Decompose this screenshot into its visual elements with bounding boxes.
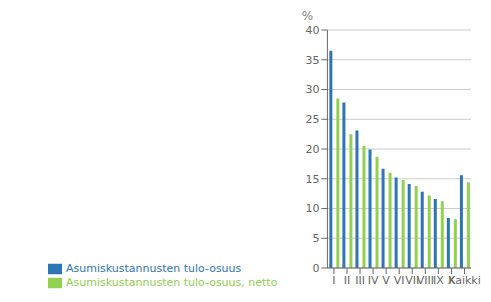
- svg-text:%: %: [302, 9, 313, 23]
- html-text:Asumiskustannusten tulo-osuus: Asumiskustannusten tulo-osuus: [66, 262, 242, 275]
- svg-text:15: 15: [305, 173, 319, 186]
- svg-text:IX: IX: [433, 274, 444, 287]
- svg-text:II: II: [344, 274, 351, 287]
- svg-text:10: 10: [305, 202, 319, 215]
- svg-text:III: III: [355, 274, 365, 287]
- svg-text:5: 5: [312, 232, 319, 245]
- svg-text:40: 40: [305, 24, 319, 37]
- svg-text:30: 30: [305, 83, 319, 96]
- svg-text:VI: VI: [394, 274, 405, 287]
- html-text:Asumiskustannusten tulo-osuus,: Asumiskustannusten tulo-osuus, netto: [66, 276, 278, 289]
- svg-text:Kaikki: Kaikki: [448, 274, 481, 287]
- svg-text:0: 0: [312, 262, 319, 275]
- svg-text:IV: IV: [368, 274, 379, 287]
- svg-text:V: V: [382, 274, 390, 287]
- svg-text:I: I: [332, 274, 335, 287]
- svg-text:20: 20: [305, 143, 319, 156]
- svg-text:35: 35: [305, 54, 319, 67]
- svg-text:25: 25: [305, 113, 319, 126]
- svg-text:VIII: VIII: [417, 274, 434, 287]
- svg-text:VII: VII: [405, 273, 420, 287]
